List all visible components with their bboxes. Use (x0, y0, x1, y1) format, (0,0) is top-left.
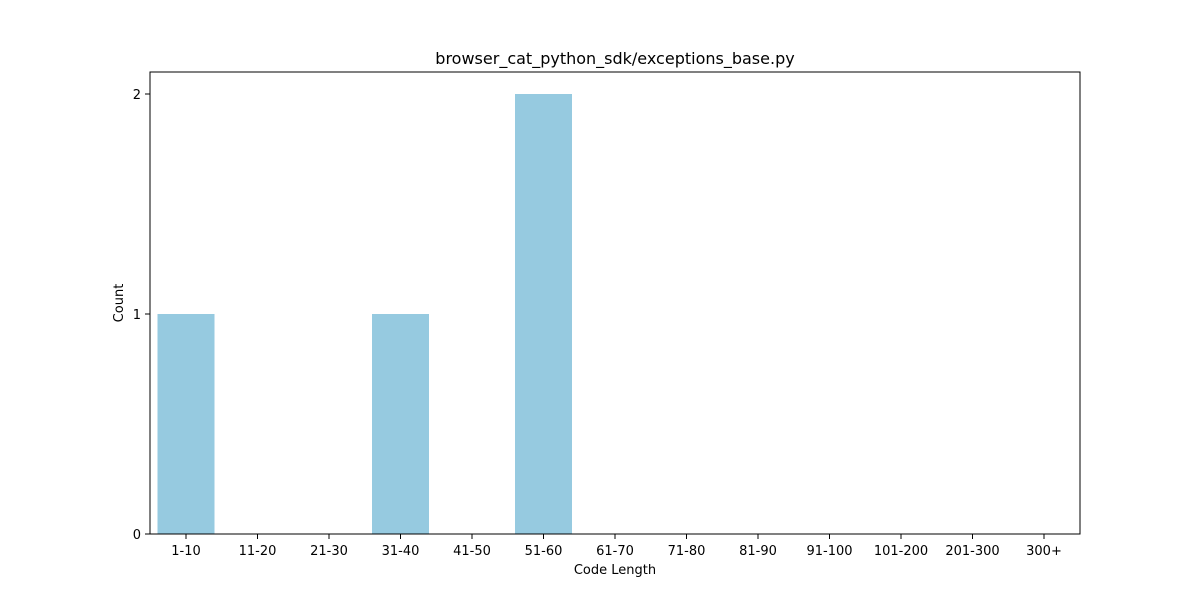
bar-1-10 (157, 314, 215, 534)
x-axis-label: Code Length (574, 563, 656, 578)
x-tick-label: 81-90 (739, 544, 777, 559)
x-tick-label: 71-80 (668, 544, 706, 559)
x-tick-label: 31-40 (382, 544, 420, 559)
x-tick-label: 61-70 (596, 544, 634, 559)
x-axis-ticks: 1-10 11-20 21-30 31-40 41-50 51-60 61-70 71-80 8… (171, 534, 1062, 559)
x-tick-label: 51-60 (525, 544, 563, 559)
x-tick-label: 21-30 (310, 544, 348, 559)
y-axis-ticks: 0 1 2 (133, 88, 150, 543)
x-tick-label: 300+ (1026, 544, 1062, 559)
x-tick-label: 41-50 (453, 544, 491, 559)
y-tick-label: 2 (133, 88, 141, 103)
y-tick-label: 1 (133, 308, 141, 323)
x-tick-label: 11-20 (239, 544, 277, 559)
y-axis-label: Count (112, 284, 127, 323)
x-tick-label: 91-100 (806, 544, 852, 559)
x-tick-label: 101-200 (874, 544, 928, 559)
bars-group (157, 94, 572, 534)
bar-51-60 (515, 94, 572, 534)
x-tick-label: 1-10 (171, 544, 201, 559)
x-tick-label: 201-300 (945, 544, 999, 559)
chart-title: browser_cat_python_sdk/exceptions_base.p… (435, 49, 794, 69)
bar-31-40 (372, 314, 429, 534)
y-tick-label: 0 (133, 528, 141, 543)
